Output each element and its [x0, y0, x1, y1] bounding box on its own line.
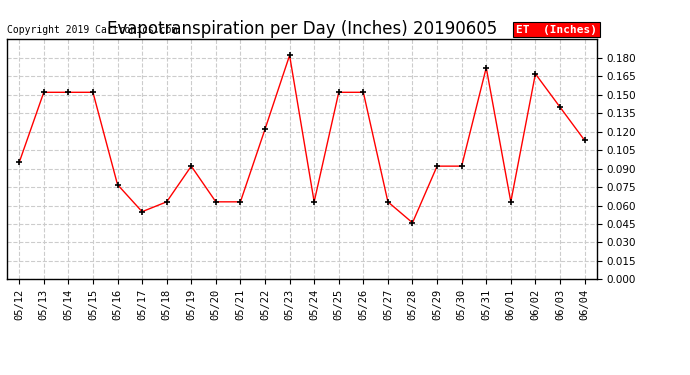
Text: ET  (Inches): ET (Inches): [516, 25, 597, 34]
Text: Copyright 2019 Cartronics.com: Copyright 2019 Cartronics.com: [7, 25, 177, 34]
Title: Evapotranspiration per Day (Inches) 20190605: Evapotranspiration per Day (Inches) 2019…: [107, 20, 497, 38]
